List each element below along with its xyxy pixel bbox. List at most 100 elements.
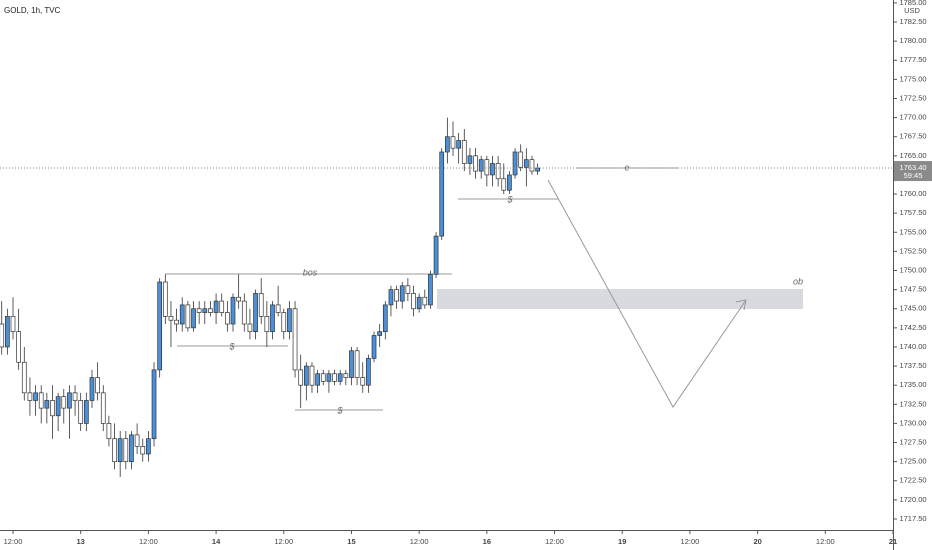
candle-body [129, 434, 134, 462]
x-tick-label: 19 [618, 537, 626, 546]
y-tick-label: 1735.00 [899, 380, 926, 389]
candle-body [309, 365, 315, 386]
candle-body [371, 335, 377, 359]
liquidity-label: $ [336, 405, 343, 415]
candle-body [399, 285, 405, 302]
candle-body [523, 159, 529, 168]
candle-body [507, 174, 512, 191]
y-tick-label: 1780.00 [899, 36, 926, 45]
x-tick-label: 16 [483, 537, 491, 546]
candle-body [174, 319, 179, 325]
y-tick-label: 1777.50 [899, 55, 926, 64]
candle-body [315, 373, 320, 386]
candle-body [247, 323, 253, 333]
candle-body [185, 304, 191, 329]
y-tick-label: 1727.50 [899, 438, 926, 447]
candle-body [117, 438, 123, 462]
order-block-label: ob [793, 276, 803, 286]
candle-body [230, 296, 236, 325]
candle-body [168, 316, 174, 321]
candle-body [38, 392, 44, 409]
candle-body [33, 392, 38, 401]
chart-title: GOLD, 1h, TVC [4, 6, 61, 15]
candle-body [495, 163, 501, 180]
y-tick-label: 1767.50 [899, 132, 926, 141]
x-tick-label: 12:00 [545, 537, 564, 546]
candle-body [303, 365, 309, 386]
candle-body [428, 273, 433, 306]
candle-body [10, 316, 16, 333]
candle-body [258, 293, 264, 317]
candle-body [21, 361, 27, 394]
candle-body [298, 369, 304, 386]
y-tick-label: 1717.50 [899, 514, 926, 523]
last-price-box [894, 161, 932, 182]
candle-body [366, 358, 371, 386]
y-tick-label: 1785.00 [899, 0, 926, 7]
candle-body [134, 434, 140, 447]
candle-body [72, 392, 78, 401]
candle-body [411, 293, 416, 310]
candle-body [112, 438, 117, 462]
y-tick-label: 1722.50 [899, 476, 926, 485]
candle-body [83, 400, 89, 424]
x-tick-label: 20 [753, 537, 761, 546]
candle-body [50, 400, 55, 417]
candle-body [292, 308, 298, 371]
candle-body [202, 308, 208, 313]
x-tick-label: 12:00 [274, 537, 293, 546]
candle-body [162, 281, 168, 317]
candle-body [67, 392, 72, 409]
x-tick-label: 12:00 [681, 537, 700, 546]
candle-body [405, 285, 411, 294]
candle-body [501, 178, 507, 191]
x-tick-label: 13 [77, 537, 85, 546]
x-tick-label: 14 [212, 537, 221, 546]
candle-body [213, 300, 219, 313]
candle-body [320, 373, 326, 382]
candle-body [89, 377, 95, 401]
candle-body [332, 373, 337, 382]
candle-body [450, 136, 456, 149]
y-tick-label: 1775.00 [899, 74, 926, 83]
y-tick-label: 1760.00 [899, 189, 926, 198]
candle-body [123, 438, 129, 462]
candle-body [529, 159, 535, 172]
y-tick-label: 1750.00 [899, 265, 926, 274]
candle-body [146, 438, 151, 455]
y-tick-label: 1725.00 [899, 457, 926, 466]
candle-body [191, 308, 196, 329]
candle-body [343, 373, 349, 378]
order-block-zone [437, 289, 803, 309]
candle-body [337, 373, 343, 382]
candle-body [388, 289, 394, 306]
candle-body [241, 300, 247, 325]
y-tick-label: 1747.50 [899, 285, 926, 294]
arrow-head [735, 299, 747, 311]
candle-body [512, 151, 518, 176]
candle-body [433, 235, 439, 275]
countdown-label: 59:45 [904, 171, 923, 180]
candle-body [439, 151, 445, 237]
candle-body [360, 377, 366, 386]
x-tick-label: 12:00 [139, 537, 158, 546]
candle-body [382, 304, 388, 333]
liquidity-label: $ [228, 341, 235, 351]
candle-body [225, 312, 230, 325]
y-tick-label: 1730.00 [899, 418, 926, 427]
x-tick-label: 12:00 [4, 537, 23, 546]
candle-body [518, 151, 524, 168]
candle-body [179, 304, 185, 325]
candle-body [456, 140, 461, 149]
drawings: bos $ $ $ e ob [165, 162, 803, 415]
candle-body [219, 300, 225, 313]
candle-body [484, 159, 490, 176]
bos-label: bos [303, 267, 318, 277]
candle-body [281, 312, 287, 333]
candle-body [106, 423, 112, 440]
candle-body [354, 350, 360, 378]
y-tick-label: 1765.00 [899, 151, 926, 160]
candle-body [467, 155, 473, 164]
candle-body [236, 296, 241, 302]
